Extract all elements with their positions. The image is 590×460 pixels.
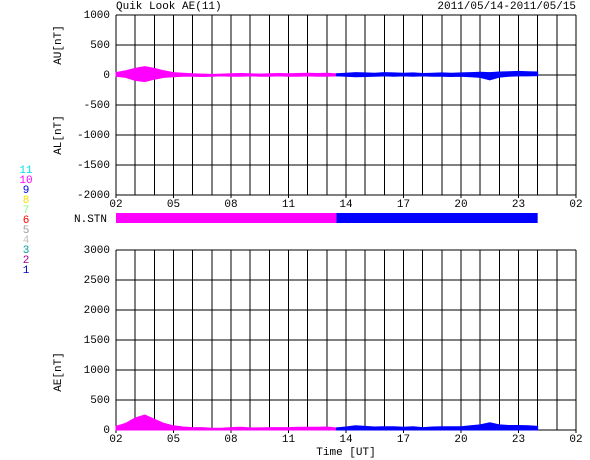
x-tick-label: 17 xyxy=(397,199,410,211)
station-segment xyxy=(116,213,337,223)
y-tick-label: 1500 xyxy=(84,335,110,347)
station-legend-entry: 6 xyxy=(23,215,30,227)
y-tick-label: 2500 xyxy=(84,275,110,287)
y-tick-label: 1000 xyxy=(84,10,110,22)
y-tick-label: -1000 xyxy=(77,130,110,142)
station-legend-entry: 9 xyxy=(23,185,30,197)
y-tick-label: 3000 xyxy=(84,245,110,257)
x-tick-label: 02 xyxy=(569,434,582,446)
station-legend-entry: 2 xyxy=(23,255,30,267)
x-tick-label: 08 xyxy=(224,199,237,211)
x-tick-label: 05 xyxy=(167,199,180,211)
x-tick-label: 02 xyxy=(569,199,582,211)
x-tick-label: 08 xyxy=(224,434,237,446)
y-tick-label: 500 xyxy=(90,40,110,52)
station-legend-entry: 1 xyxy=(23,265,30,277)
x-tick-label: 11 xyxy=(282,434,296,446)
y-tick-label: -1500 xyxy=(77,160,110,172)
y-tick-label: 0 xyxy=(103,425,110,437)
stations-label: N.STN xyxy=(74,214,107,226)
x-tick-label: 23 xyxy=(512,199,525,211)
y-tick-label: -500 xyxy=(84,100,110,112)
y-tick-label: 500 xyxy=(90,395,110,407)
y-tick-label: 0 xyxy=(103,70,110,82)
y-tick-label: -2000 xyxy=(77,190,110,202)
x-tick-label: 02 xyxy=(109,434,122,446)
area xyxy=(115,66,337,76)
x-tick-label: 17 xyxy=(397,434,410,446)
x-tick-label: 05 xyxy=(167,434,180,446)
station-legend-entry: 4 xyxy=(23,235,30,247)
area xyxy=(115,74,337,83)
station-legend-entry: 11 xyxy=(19,165,33,177)
x-tick-label: 23 xyxy=(512,434,525,446)
x-tick-label: 11 xyxy=(282,199,296,211)
area xyxy=(335,422,539,431)
area xyxy=(335,70,539,76)
x-tick-label: 14 xyxy=(339,434,353,446)
station-legend-entry: 8 xyxy=(23,195,30,207)
date-range: 2011/05/14-2011/05/15 xyxy=(437,1,576,13)
x-tick-label: 02 xyxy=(109,199,122,211)
area xyxy=(335,74,539,81)
station-segment xyxy=(336,213,538,223)
x-tick-label: 20 xyxy=(454,199,467,211)
y-axis-label: AL[nT] xyxy=(53,115,65,155)
station-legend-entry: 5 xyxy=(23,225,30,237)
station-legend-entry: 7 xyxy=(23,205,30,217)
y-tick-label: 2000 xyxy=(84,305,110,317)
station-legend-entry: 10 xyxy=(19,175,32,187)
x-tick-label: 20 xyxy=(454,434,467,446)
chart-title: Quik Look AE(11) xyxy=(116,1,222,13)
area xyxy=(115,414,337,431)
y-tick-label: 1000 xyxy=(84,365,110,377)
y-axis-label: AE[nT] xyxy=(53,352,65,392)
x-tick-label: 14 xyxy=(339,199,353,211)
x-axis-label: Time [UT] xyxy=(316,447,375,459)
y-axis-label: AU[nT] xyxy=(53,25,65,65)
station-legend-entry: 3 xyxy=(23,245,30,257)
